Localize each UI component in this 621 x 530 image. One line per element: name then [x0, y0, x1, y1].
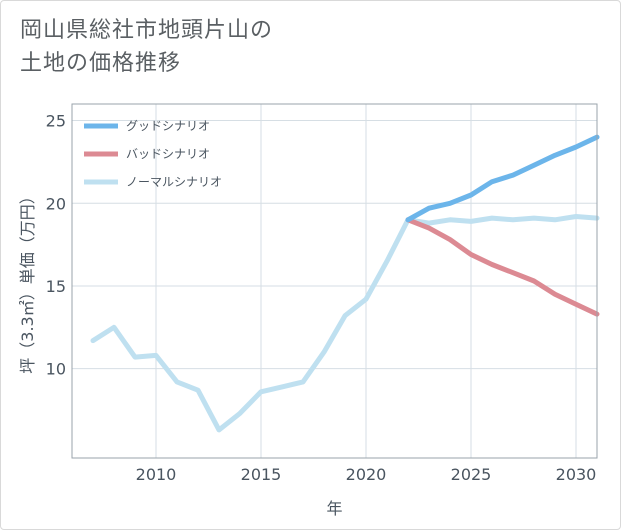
- y-tick-label: 10: [46, 360, 66, 379]
- chart-title: 岡山県総社市地頭片山の 土地の価格推移: [20, 18, 274, 76]
- legend-label: グッドシナリオ: [126, 119, 210, 133]
- grid: [72, 104, 597, 458]
- x-axis-ticks: 2010 2015 2020 2025 2030: [136, 465, 597, 484]
- series-line-3: [90, 214, 600, 433]
- x-tick-label: 2020: [346, 465, 387, 484]
- series-line-1: [405, 134, 600, 223]
- series-line-2: [405, 217, 600, 317]
- y-tick-label: 15: [46, 277, 66, 296]
- y-axis-ticks: 10 15 20 25: [46, 112, 66, 379]
- y-tick-label: 20: [46, 194, 66, 213]
- y-tick-label: 25: [46, 112, 66, 131]
- series-lines: [90, 134, 600, 433]
- x-tick-label: 2015: [241, 465, 282, 484]
- plot-frame: [71, 103, 598, 459]
- x-axis-title: 年: [326, 499, 342, 518]
- x-tick-label: 2010: [136, 465, 177, 484]
- legend-label: バッドシナリオ: [126, 147, 210, 161]
- y-axis-title: 坪（3.3㎡）単価（万円）: [18, 188, 37, 373]
- x-tick-label: 2030: [556, 465, 597, 484]
- legend-label: ノーマルシナリオ: [126, 175, 222, 189]
- x-tick-label: 2025: [451, 465, 492, 484]
